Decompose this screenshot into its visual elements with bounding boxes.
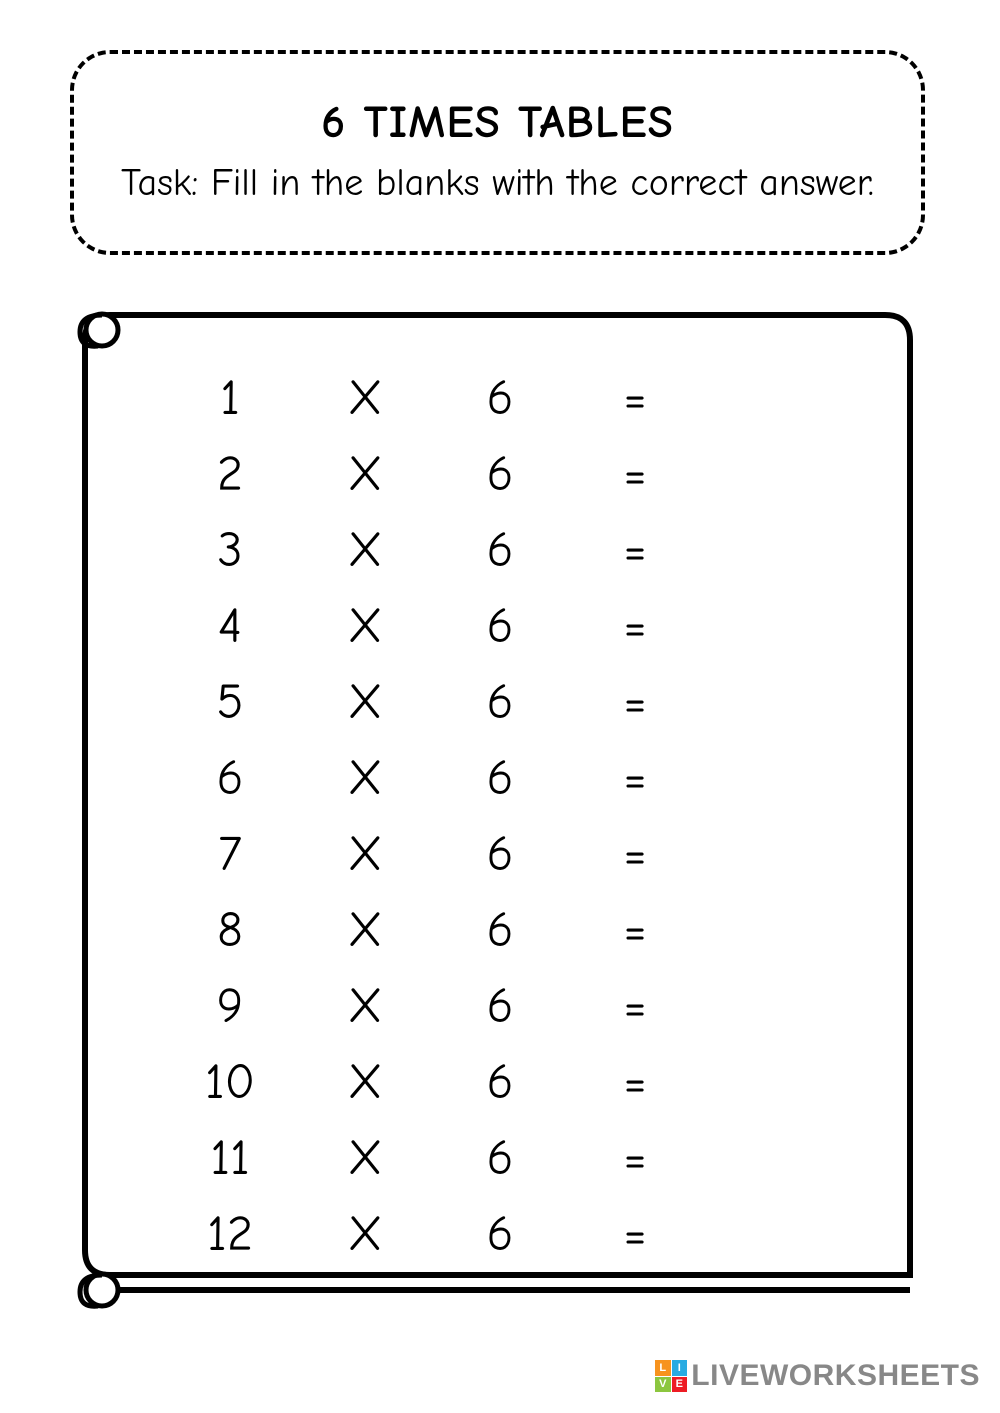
equals-sign: =: [570, 977, 700, 1035]
problem-row: 6X6=: [160, 740, 800, 816]
page-title: 6 TIMES TABLES: [321, 96, 674, 149]
multiplicand: 6: [430, 825, 570, 883]
multiplier: 7: [160, 825, 300, 883]
problem-row: 3X6=: [160, 512, 800, 588]
operator: X: [300, 369, 430, 427]
problem-row: 1X6=: [160, 360, 800, 436]
badge-cell: E: [672, 1377, 688, 1393]
watermark-badge: L I V E: [655, 1360, 687, 1392]
multiplicand: 6: [430, 1129, 570, 1187]
operator: X: [300, 597, 430, 655]
operator: X: [300, 1053, 430, 1111]
badge-cell: V: [655, 1377, 671, 1393]
scroll-panel: 1X6=2X6=3X6=4X6=5X6=6X6=7X6=8X6=9X6=10X6…: [70, 290, 925, 1320]
problem-row: 2X6=: [160, 436, 800, 512]
operator: X: [300, 825, 430, 883]
multiplicand: 6: [430, 445, 570, 503]
multiplicand: 6: [430, 521, 570, 579]
badge-cell: L: [655, 1360, 671, 1376]
equals-sign: =: [570, 521, 700, 579]
multiplier: 6: [160, 749, 300, 807]
multiplicand: 6: [430, 597, 570, 655]
operator: X: [300, 977, 430, 1035]
problem-row: 8X6=: [160, 892, 800, 968]
multiplier: 9: [160, 977, 300, 1035]
problem-row: 9X6=: [160, 968, 800, 1044]
multiplier: 8: [160, 901, 300, 959]
operator: X: [300, 901, 430, 959]
multiplicand: 6: [430, 673, 570, 731]
header-box: 6 TIMES TABLES Task: Fill in the blanks …: [70, 50, 925, 255]
multiplier: 10: [160, 1053, 300, 1111]
equals-sign: =: [570, 825, 700, 883]
operator: X: [300, 1205, 430, 1263]
problem-row: 12X6=: [160, 1196, 800, 1272]
multiplier: 5: [160, 673, 300, 731]
equals-sign: =: [570, 673, 700, 731]
equals-sign: =: [570, 597, 700, 655]
multiplicand: 6: [430, 1205, 570, 1263]
watermark-text: LIVEWORKSHEETS: [691, 1359, 980, 1393]
multiplicand: 6: [430, 977, 570, 1035]
multiplier: 12: [160, 1205, 300, 1263]
problem-row: 10X6=: [160, 1044, 800, 1120]
multiplier: 3: [160, 521, 300, 579]
problem-row: 11X6=: [160, 1120, 800, 1196]
problems-list: 1X6=2X6=3X6=4X6=5X6=6X6=7X6=8X6=9X6=10X6…: [160, 360, 800, 1272]
equals-sign: =: [570, 1053, 700, 1111]
problem-row: 4X6=: [160, 588, 800, 664]
operator: X: [300, 1129, 430, 1187]
operator: X: [300, 445, 430, 503]
multiplier: 4: [160, 597, 300, 655]
multiplier: 2: [160, 445, 300, 503]
operator: X: [300, 521, 430, 579]
multiplicand: 6: [430, 749, 570, 807]
problem-row: 5X6=: [160, 664, 800, 740]
multiplicand: 6: [430, 901, 570, 959]
equals-sign: =: [570, 369, 700, 427]
multiplier: 11: [160, 1129, 300, 1187]
multiplier: 1: [160, 369, 300, 427]
multiplicand: 6: [430, 1053, 570, 1111]
problem-row: 7X6=: [160, 816, 800, 892]
equals-sign: =: [570, 445, 700, 503]
equals-sign: =: [570, 1129, 700, 1187]
equals-sign: =: [570, 749, 700, 807]
equals-sign: =: [570, 901, 700, 959]
task-instruction: Task: Fill in the blanks with the correc…: [121, 159, 874, 208]
operator: X: [300, 749, 430, 807]
equals-sign: =: [570, 1205, 700, 1263]
multiplicand: 6: [430, 369, 570, 427]
watermark: L I V E LIVEWORKSHEETS: [655, 1359, 980, 1393]
badge-cell: I: [672, 1360, 688, 1376]
operator: X: [300, 673, 430, 731]
